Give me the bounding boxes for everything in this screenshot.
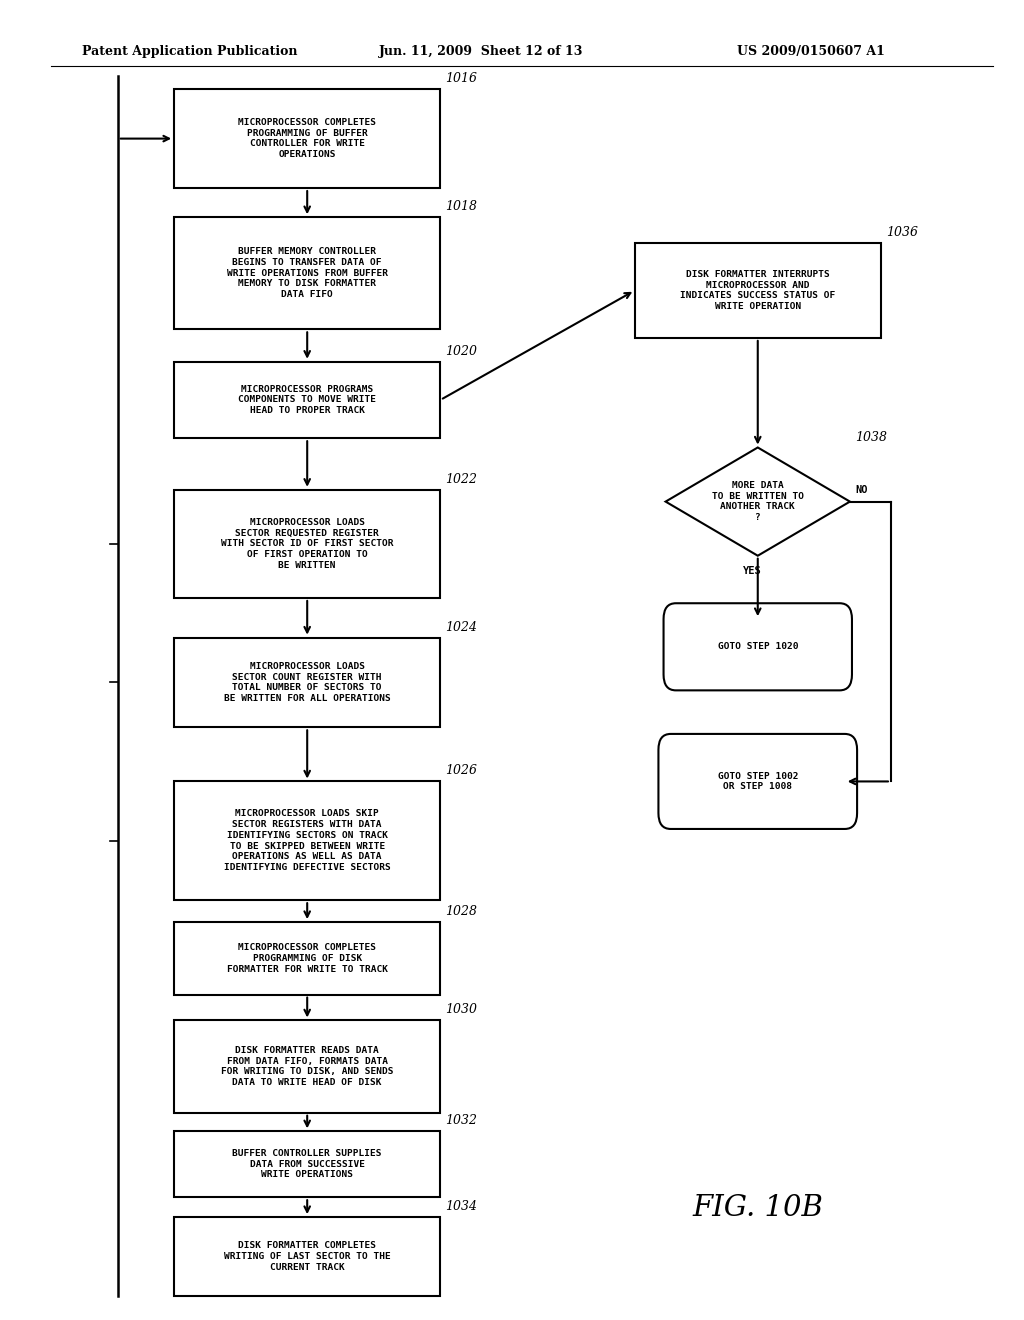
- Text: MICROPROCESSOR COMPLETES
PROGRAMMING OF DISK
FORMATTER FOR WRITE TO TRACK: MICROPROCESSOR COMPLETES PROGRAMMING OF …: [226, 942, 388, 974]
- Text: 1018: 1018: [445, 201, 477, 214]
- Text: MICROPROCESSOR COMPLETES
PROGRAMMING OF BUFFER
CONTROLLER FOR WRITE
OPERATIONS: MICROPROCESSOR COMPLETES PROGRAMMING OF …: [239, 117, 376, 160]
- FancyBboxPatch shape: [174, 921, 440, 995]
- Text: 1022: 1022: [445, 473, 477, 486]
- FancyBboxPatch shape: [664, 603, 852, 690]
- FancyBboxPatch shape: [174, 1020, 440, 1113]
- FancyBboxPatch shape: [174, 490, 440, 598]
- Text: Patent Application Publication: Patent Application Publication: [82, 45, 297, 58]
- Polygon shape: [666, 447, 850, 556]
- Text: MICROPROCESSOR LOADS
SECTOR COUNT REGISTER WITH
TOTAL NUMBER OF SECTORS TO
BE WR: MICROPROCESSOR LOADS SECTOR COUNT REGIST…: [224, 661, 390, 704]
- Text: FIG. 10B: FIG. 10B: [692, 1193, 823, 1222]
- FancyBboxPatch shape: [174, 1217, 440, 1296]
- Text: YES: YES: [743, 566, 762, 577]
- FancyBboxPatch shape: [174, 216, 440, 329]
- Text: BUFFER MEMORY CONTROLLER
BEGINS TO TRANSFER DATA OF
WRITE OPERATIONS FROM BUFFER: BUFFER MEMORY CONTROLLER BEGINS TO TRANS…: [226, 247, 388, 300]
- Text: 1026: 1026: [445, 764, 477, 777]
- FancyBboxPatch shape: [174, 638, 440, 727]
- FancyBboxPatch shape: [174, 781, 440, 900]
- Text: 1016: 1016: [445, 73, 477, 86]
- Text: 1020: 1020: [445, 345, 477, 358]
- Text: GOTO STEP 1020: GOTO STEP 1020: [718, 643, 798, 651]
- Text: 1028: 1028: [445, 906, 477, 919]
- Text: MICROPROCESSOR PROGRAMS
COMPONENTS TO MOVE WRITE
HEAD TO PROPER TRACK: MICROPROCESSOR PROGRAMS COMPONENTS TO MO…: [239, 384, 376, 416]
- Text: DISK FORMATTER INTERRUPTS
MICROPROCESSOR AND
INDICATES SUCCESS STATUS OF
WRITE O: DISK FORMATTER INTERRUPTS MICROPROCESSOR…: [680, 269, 836, 312]
- FancyBboxPatch shape: [658, 734, 857, 829]
- Text: 1036: 1036: [886, 226, 918, 239]
- FancyBboxPatch shape: [174, 1131, 440, 1197]
- Text: DISK FORMATTER COMPLETES
WRITING OF LAST SECTOR TO THE
CURRENT TRACK: DISK FORMATTER COMPLETES WRITING OF LAST…: [224, 1241, 390, 1272]
- Text: MICROPROCESSOR LOADS SKIP
SECTOR REGISTERS WITH DATA
IDENTIFYING SECTORS ON TRAC: MICROPROCESSOR LOADS SKIP SECTOR REGISTE…: [224, 809, 390, 873]
- Text: 1038: 1038: [855, 430, 887, 444]
- Text: Jun. 11, 2009  Sheet 12 of 13: Jun. 11, 2009 Sheet 12 of 13: [379, 45, 584, 58]
- Text: DISK FORMATTER READS DATA
FROM DATA FIFO, FORMATS DATA
FOR WRITING TO DISK, AND : DISK FORMATTER READS DATA FROM DATA FIFO…: [221, 1045, 393, 1088]
- Text: 1030: 1030: [445, 1003, 477, 1016]
- Text: MORE DATA
TO BE WRITTEN TO
ANOTHER TRACK
?: MORE DATA TO BE WRITTEN TO ANOTHER TRACK…: [712, 480, 804, 523]
- Text: NO: NO: [855, 484, 867, 495]
- Text: US 2009/0150607 A1: US 2009/0150607 A1: [737, 45, 885, 58]
- FancyBboxPatch shape: [635, 243, 881, 338]
- Text: BUFFER CONTROLLER SUPPLIES
DATA FROM SUCCESSIVE
WRITE OPERATIONS: BUFFER CONTROLLER SUPPLIES DATA FROM SUC…: [232, 1148, 382, 1180]
- Text: MICROPROCESSOR LOADS
SECTOR REQUESTED REGISTER
WITH SECTOR ID OF FIRST SECTOR
OF: MICROPROCESSOR LOADS SECTOR REQUESTED RE…: [221, 517, 393, 570]
- Text: GOTO STEP 1002
OR STEP 1008: GOTO STEP 1002 OR STEP 1008: [718, 772, 798, 791]
- Text: 1032: 1032: [445, 1114, 477, 1127]
- FancyBboxPatch shape: [174, 88, 440, 187]
- Text: 1034: 1034: [445, 1200, 477, 1213]
- Text: 1024: 1024: [445, 620, 477, 634]
- FancyBboxPatch shape: [174, 362, 440, 438]
